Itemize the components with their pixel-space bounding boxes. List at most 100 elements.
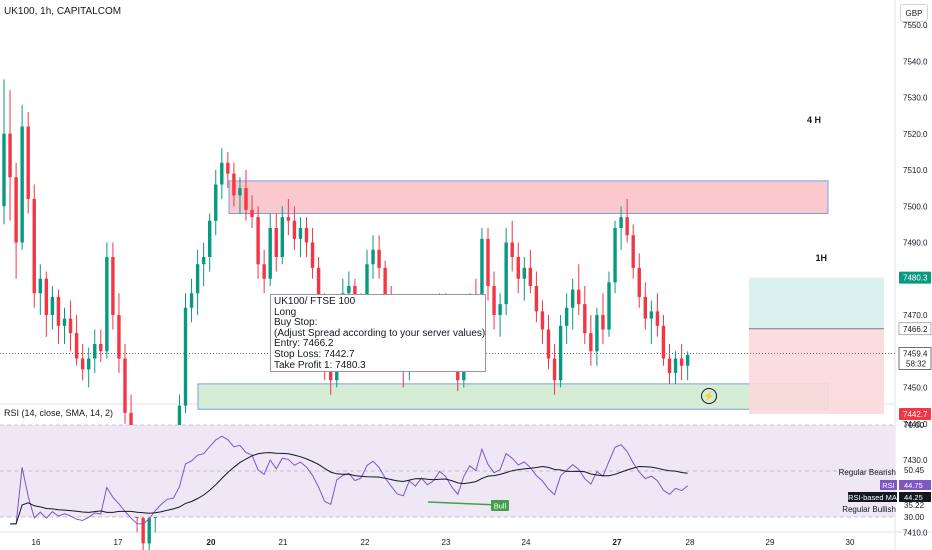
candle-body bbox=[601, 315, 605, 330]
candle-body bbox=[498, 304, 502, 315]
candle-body bbox=[32, 199, 36, 294]
note-line: Buy Stop: bbox=[274, 317, 318, 329]
entry-price-badge bbox=[898, 322, 932, 336]
candle-body bbox=[50, 296, 55, 315]
price-tick-label: 7440.0 bbox=[903, 420, 928, 429]
candle-body bbox=[649, 311, 654, 319]
currency-button[interactable]: GBP bbox=[900, 4, 928, 22]
lightning-icon[interactable]: ⚡ bbox=[701, 388, 717, 404]
time-tick-label: 28 bbox=[686, 538, 695, 547]
candle-body bbox=[492, 286, 496, 315]
price-tick-label: 7540.0 bbox=[903, 57, 928, 66]
candle-body bbox=[2, 133, 6, 207]
bull-divergence-line bbox=[427, 501, 499, 506]
time-tick-label: 27 bbox=[613, 538, 622, 547]
candle-body bbox=[93, 344, 97, 359]
price-tick-label: 7520.0 bbox=[903, 130, 928, 139]
rsi-bearish-label: Regular Bearish bbox=[839, 468, 896, 477]
time-tick-label: 20 bbox=[207, 538, 216, 547]
candle-body bbox=[262, 264, 266, 279]
candle-body bbox=[619, 217, 623, 228]
price-tick-label: 7510.0 bbox=[903, 166, 928, 175]
candle-body bbox=[298, 228, 303, 239]
candle-body bbox=[516, 257, 520, 279]
price-tick-label: 7430.0 bbox=[903, 456, 928, 465]
candle-body bbox=[661, 325, 666, 359]
candle-body bbox=[268, 228, 272, 279]
candle-body bbox=[522, 267, 526, 279]
candle-body bbox=[577, 289, 581, 305]
candle-body bbox=[534, 286, 539, 312]
note-line: UK100/ FTSE 100 bbox=[274, 296, 356, 307]
rsi-name-badge bbox=[880, 480, 897, 490]
candle-body bbox=[673, 358, 678, 373]
time-tick-label: 23 bbox=[442, 538, 451, 547]
candle-body bbox=[486, 238, 490, 286]
entry-price-label: 7466.2 bbox=[903, 325, 928, 334]
candle-body bbox=[377, 249, 381, 268]
candle-body bbox=[232, 173, 236, 196]
symbol-title[interactable]: UK100, 1h, CAPITALCOM bbox=[4, 6, 122, 17]
price-tick-label: 7470.0 bbox=[903, 311, 928, 320]
candle-body bbox=[564, 307, 569, 326]
candle-body bbox=[667, 358, 672, 373]
stop-area bbox=[749, 328, 884, 414]
price-tick-label: 7530.0 bbox=[903, 94, 928, 103]
rsi-name-label: RSI bbox=[882, 481, 895, 490]
candle-body bbox=[147, 518, 151, 544]
note-line: Stop Loss: 7442.7 bbox=[274, 348, 355, 360]
candle-body bbox=[329, 365, 333, 381]
rsi-tick-label: 70.00 bbox=[904, 421, 925, 430]
rsi-tick-label: 50.45 bbox=[904, 466, 925, 475]
candle-body bbox=[583, 304, 587, 334]
candle-body bbox=[510, 242, 514, 257]
candle-body bbox=[226, 162, 230, 174]
rsi-ma-name-badge bbox=[848, 492, 897, 502]
candle-body bbox=[595, 315, 599, 352]
candle-body bbox=[87, 358, 91, 370]
time-tick-label: 21 bbox=[279, 538, 288, 547]
rsi-value-badge bbox=[899, 480, 931, 490]
note-line: Long bbox=[274, 306, 297, 318]
last-price-badge bbox=[898, 347, 932, 370]
rsi-line bbox=[10, 435, 688, 525]
candle-body bbox=[111, 257, 115, 315]
candle-body bbox=[528, 267, 533, 286]
price-tick-label: 7410.0 bbox=[903, 529, 928, 538]
zone-label-4h: 4 H bbox=[807, 115, 821, 125]
candle-body bbox=[546, 329, 551, 359]
price-tick-label: 7550.0 bbox=[903, 21, 928, 30]
candle-body bbox=[637, 267, 641, 297]
candle-body bbox=[38, 278, 42, 294]
candle-body bbox=[552, 358, 557, 381]
candle-body bbox=[625, 217, 629, 236]
zone-label-1h: 1H bbox=[815, 253, 827, 263]
bull-label-text: Bull bbox=[494, 502, 507, 511]
candle-body bbox=[189, 293, 194, 308]
rsi-ma-value-label: 44.25 bbox=[904, 493, 923, 502]
note-line: Take Profit 1: 7480.3 bbox=[274, 359, 366, 371]
candle-body bbox=[540, 311, 545, 330]
candle-body bbox=[316, 267, 321, 308]
candle-body bbox=[613, 228, 617, 283]
trade-note[interactable]: UK100/ FTSE 100 Long Buy Stop: (Adjust S… bbox=[270, 294, 486, 372]
candle-body bbox=[201, 257, 206, 265]
candle-body bbox=[44, 278, 49, 315]
rsi-title[interactable]: RSI (14, close, SMA, 14, 2) bbox=[4, 408, 114, 418]
candle-body bbox=[310, 242, 315, 268]
candle-body bbox=[244, 188, 248, 210]
candle-body bbox=[631, 235, 635, 268]
note-line: Entry: 7466.2 bbox=[274, 338, 334, 350]
candle-body bbox=[208, 220, 212, 257]
time-tick-label: 22 bbox=[361, 538, 370, 547]
candle-body bbox=[347, 286, 351, 294]
candle-body bbox=[643, 296, 647, 319]
target-price-label: 7480.3 bbox=[903, 274, 928, 283]
rsi-tick-label: 30.00 bbox=[904, 513, 925, 522]
candle-body bbox=[68, 318, 73, 334]
candle-body bbox=[504, 242, 508, 305]
bull-label-badge bbox=[491, 500, 509, 511]
candle-body bbox=[14, 177, 18, 243]
